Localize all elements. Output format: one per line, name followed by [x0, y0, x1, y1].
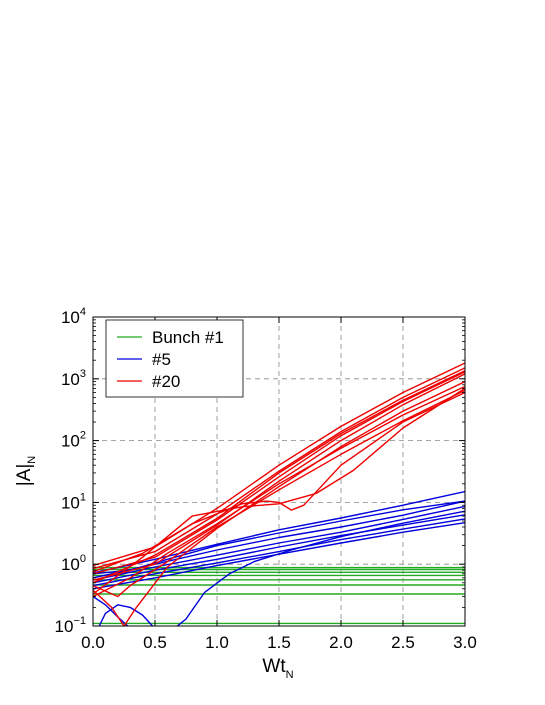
y-tick-label: 102: [61, 430, 86, 451]
x-axis-ticks: 0.0 0.5 1.0 1.5 2.0 2.5 3.0: [81, 317, 477, 652]
x-tick-label: 0.5: [143, 633, 167, 652]
series-line-20: [93, 387, 465, 595]
series-line-20: [93, 380, 465, 626]
x-tick-label: 2.0: [329, 633, 353, 652]
series-line-5: [176, 510, 465, 626]
series-line-20: [93, 371, 465, 575]
legend-entry-5: #5: [117, 350, 171, 369]
series-line-20: [93, 370, 465, 584]
y-axis-label-main: |A|: [14, 464, 35, 487]
y-axis-label-subscript: N: [26, 456, 38, 464]
series-line-5: [93, 490, 465, 574]
y-tick-label: 101: [61, 491, 86, 512]
series-line-5: [98, 604, 154, 626]
x-axis-label-main: Wt: [262, 656, 286, 677]
y-tick-label: 100: [61, 553, 86, 574]
y-axis-ticks: 10−1 100 101 102 103 104: [55, 306, 465, 636]
y-axis-label: |A|N: [14, 456, 38, 487]
legend-entry-20: #20: [117, 372, 180, 391]
legend-label-20: #20: [152, 372, 180, 391]
series-line-20: [93, 373, 465, 581]
x-tick-label: 3.0: [453, 633, 477, 652]
legend: Bunch #1 #5 #20: [105, 319, 244, 398]
legend-label-bunch1: Bunch #1: [152, 328, 224, 347]
y-tick-label: 10−1: [55, 615, 86, 636]
series-line-5: [93, 595, 129, 626]
x-tick-label: 2.5: [391, 633, 415, 652]
x-tick-label: 1.0: [205, 633, 229, 652]
legend-entry-bunch1: Bunch #1: [117, 328, 224, 347]
x-tick-label: 1.5: [267, 633, 291, 652]
series-line-20: [93, 367, 465, 570]
series-line-5: [93, 518, 465, 587]
x-axis-label: WtN: [262, 656, 293, 681]
x-tick-label: 0.0: [81, 633, 105, 652]
x-axis-label-subscript: N: [286, 669, 294, 681]
legend-label-5: #5: [152, 350, 171, 369]
y-tick-label: 103: [61, 368, 86, 389]
series-line-20: [93, 389, 465, 598]
series-line-20: [93, 391, 465, 573]
series-line-5: [93, 505, 465, 581]
y-tick-label: 104: [61, 306, 86, 327]
